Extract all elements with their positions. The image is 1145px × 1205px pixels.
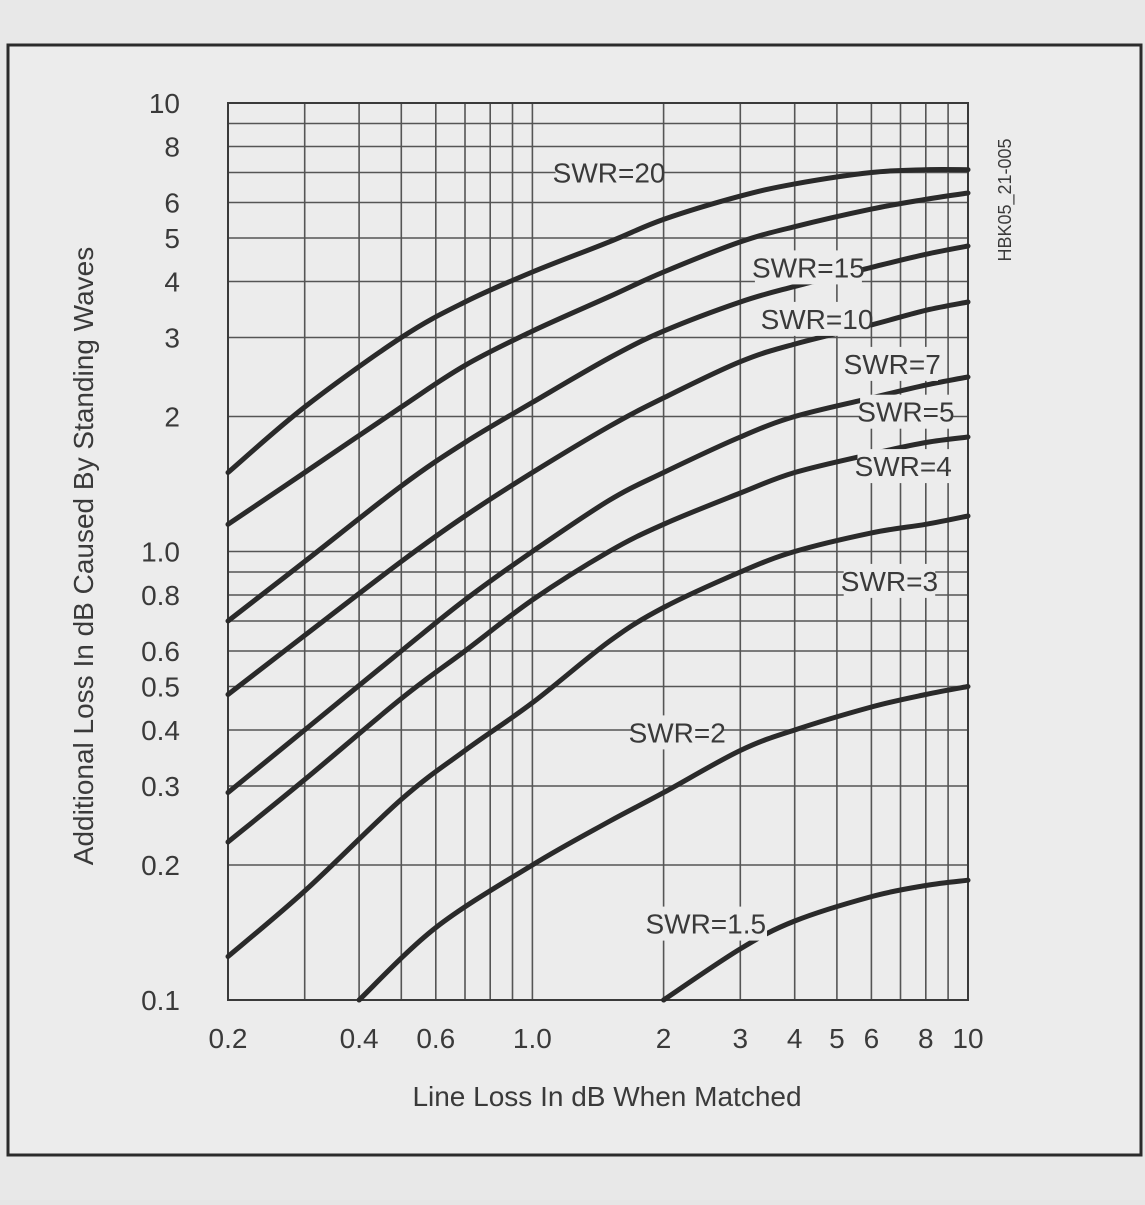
- grid: [227, 102, 969, 1001]
- curve-swr-10: [225, 243, 971, 624]
- y-tick-label: 1.0: [141, 537, 180, 568]
- y-tick-label: 0.8: [141, 580, 180, 611]
- series-label-bg: [555, 155, 663, 190]
- y-tick-label: 0.1: [141, 985, 180, 1016]
- y-tick-label: 0.6: [141, 636, 180, 667]
- curve-swr-3: [225, 513, 971, 959]
- y-tick-label: 0.2: [141, 850, 180, 881]
- curve-swr-15: [225, 190, 971, 527]
- series-label-swr-2: SWR=2: [629, 717, 726, 748]
- y-tick-label: 0.4: [141, 715, 180, 746]
- series-label-bg: [846, 346, 938, 381]
- x-tick-label: 1.0: [513, 1023, 552, 1054]
- series-label-swr-20: SWR=20: [553, 158, 666, 189]
- curves: SWR=20 SWR=15 SWR=10 SWR=7 SWR=5 SWR=4 SWR=3 SW…: [225, 155, 971, 1003]
- series-label-bg: [857, 449, 949, 484]
- curve-swr-7: [225, 299, 971, 697]
- series-label-swr-4: SWR=4: [855, 451, 952, 482]
- x-tick-label: 6: [864, 1023, 880, 1054]
- x-tick-label: 4: [787, 1023, 803, 1054]
- y-tick-label: 6: [164, 188, 180, 219]
- y-tick-label: 3: [164, 323, 180, 354]
- series-label-bg: [644, 906, 767, 941]
- y-tick-label: 5: [164, 223, 180, 254]
- x-tick-label: 5: [829, 1023, 845, 1054]
- series-label-swr-10: SWR=10: [761, 304, 874, 335]
- y-tick-label: 0.5: [141, 672, 180, 703]
- tick-labels: 0.2 0.4 0.6 1.0 2 3 4 5 6 8 100.10.20.30.40.50.60.…: [141, 88, 984, 1054]
- series-label-bg: [631, 715, 723, 750]
- x-tick-label: 3: [733, 1023, 749, 1054]
- plot-border: [227, 102, 969, 1001]
- series-label-swr-3: SWR=3: [841, 566, 938, 597]
- series-label-bg: [843, 563, 936, 598]
- y-tick-label: 10: [149, 88, 180, 119]
- figure-id: HBK05_21-005: [995, 138, 1016, 261]
- figure-frame: [6, 43, 1143, 1157]
- series-label-bg: [763, 301, 871, 336]
- x-axis-label: Line Loss In dB When Matched: [412, 1081, 801, 1112]
- x-tick-label: 0.4: [340, 1023, 379, 1054]
- series-label-swr-5: SWR=5: [857, 397, 954, 428]
- x-tick-label: 0.2: [209, 1023, 248, 1054]
- series-label-bg: [860, 394, 952, 429]
- y-tick-label: 0.3: [141, 771, 180, 802]
- curve-swr-1-5: [661, 877, 971, 1003]
- series-label-bg: [754, 250, 862, 285]
- y-axis-label: Additional Loss In dB Caused By Standing…: [68, 247, 99, 865]
- y-tick-label: 8: [164, 132, 180, 163]
- x-tick-label: 8: [918, 1023, 934, 1054]
- x-tick-label: 2: [656, 1023, 672, 1054]
- y-tick-label: 2: [164, 402, 180, 433]
- series-label-swr-1-5: SWR=1.5: [645, 909, 766, 940]
- series-label-swr-7: SWR=7: [844, 349, 941, 380]
- curve-swr-20: [225, 167, 971, 475]
- x-tick-label: 0.6: [416, 1023, 455, 1054]
- y-tick-label: 4: [164, 267, 180, 298]
- curve-swr-2: [356, 684, 971, 1003]
- series-label-swr-15: SWR=15: [752, 252, 865, 283]
- x-tick-label: 10: [952, 1023, 983, 1054]
